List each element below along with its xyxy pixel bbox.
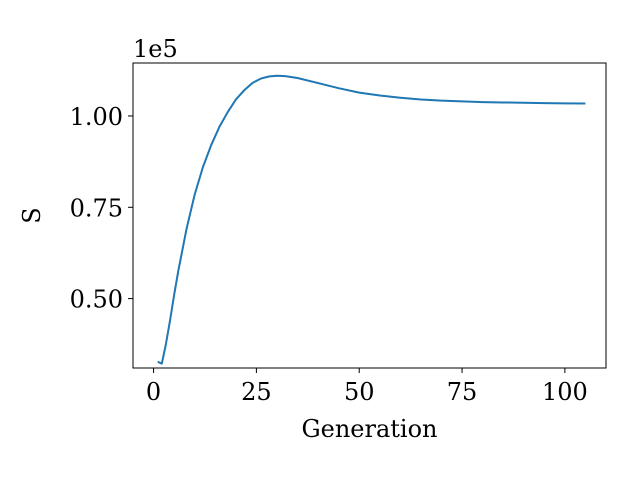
plot-frame <box>132 62 607 369</box>
y-offset-label: 1e5 <box>133 35 178 63</box>
x-tick-label: 75 <box>447 378 478 406</box>
y-tick-label: 0.50 <box>70 286 123 314</box>
y-tick-label: 1.00 <box>70 103 123 131</box>
x-tick-label: 0 <box>146 378 161 406</box>
x-axis-label: Generation <box>301 415 437 443</box>
x-tick-label: 50 <box>344 378 375 406</box>
x-tick-label: 25 <box>241 378 272 406</box>
ticks-layer: 0 25 50 75 100 0.50 0.75 1.00 <box>70 103 588 406</box>
y-tick-label: 0.75 <box>70 194 123 222</box>
plot-area <box>133 63 606 368</box>
x-tick-label: 100 <box>542 378 588 406</box>
series-line-0 <box>157 74 586 365</box>
y-axis-label: S <box>18 207 46 223</box>
series-layer <box>157 74 586 365</box>
